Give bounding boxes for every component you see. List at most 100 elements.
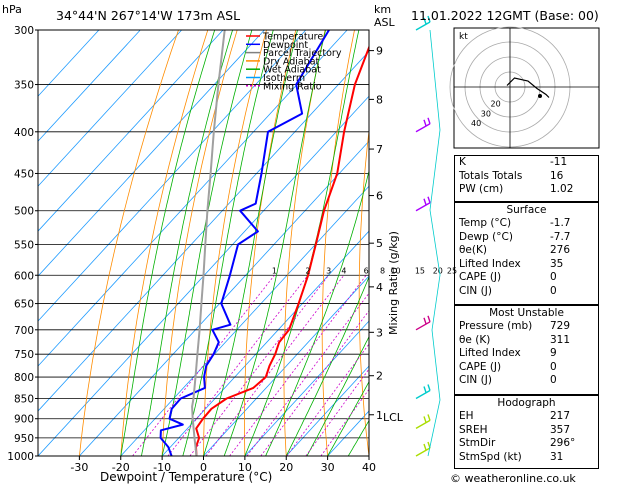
hodograph-index-label: StmSpd (kt) — [459, 450, 522, 463]
mixing-ratio-line — [189, 275, 329, 456]
most-unstable-value: 0 — [550, 360, 557, 373]
dry-adiabat-line — [358, 127, 369, 456]
wind-barb-flag — [423, 17, 427, 25]
hodograph-frame — [453, 27, 600, 149]
asl-label: ASL — [374, 16, 396, 29]
mixing-ratio-line — [167, 275, 309, 456]
mixing-ratio-line — [246, 292, 369, 456]
index-row: PW (cm) 1.02 — [455, 183, 598, 197]
surface-row: Lifted Index 35 — [455, 258, 598, 272]
isotherm-line — [285, 365, 369, 456]
isotherm-line — [38, 30, 224, 232]
isotherm-line — [38, 30, 265, 277]
height-tick-label: 6 — [376, 190, 383, 203]
wind-barb-flag — [427, 196, 431, 203]
index-row: K -11 — [455, 156, 598, 170]
mixing-ratio-label: 8 — [380, 266, 385, 275]
most-unstable-title: Most Unstable — [489, 307, 564, 319]
mixing-ratio-label: 15 — [415, 266, 425, 275]
height-tick-label: 3 — [376, 326, 383, 339]
hodograph-index-label: EH — [459, 410, 474, 422]
datetime-title: 11.01.2022 12GMT (Base: 00) — [411, 8, 599, 23]
surface-label: θe(K) — [459, 244, 487, 256]
surface-value: 276 — [550, 244, 571, 256]
pressure-tick-label: 850 — [14, 393, 34, 405]
surface-label: CAPE (J) — [459, 271, 502, 283]
isotherm-line — [38, 50, 369, 412]
isotherm-line — [38, 95, 369, 456]
most-unstable-panel: Most Unstable Pressure (mb) 729 θe (K) 311 L… — [454, 305, 599, 395]
mixing-ratio-line — [205, 275, 345, 456]
wind-barb-flag — [427, 315, 431, 323]
surface-label: Temp (°C) — [459, 217, 512, 229]
dry-adiabat-line — [619, 30, 629, 456]
hodograph-index-row: SREH 357 — [455, 424, 598, 438]
hodograph-index-label: StmDir — [459, 437, 496, 449]
height-tick-label: 7 — [376, 143, 383, 156]
wind-barb-flag — [423, 317, 427, 325]
wind-barb-flag — [423, 119, 427, 127]
index-value: -11 — [550, 156, 568, 168]
most-unstable-value: 311 — [550, 333, 571, 346]
pressure-tick-label: 900 — [14, 414, 34, 426]
dry-adiabat-line — [244, 30, 297, 456]
legend-label: Wet Adiabat — [263, 65, 321, 76]
mixing-ratio-line — [132, 275, 275, 456]
index-label: K — [459, 156, 466, 168]
surface-row: CIN (J) 0 — [455, 285, 598, 299]
wind-barb-staff — [415, 202, 431, 212]
pressure-tick-label: 1000 — [7, 451, 34, 463]
most-unstable-label: CAPE (J) — [459, 360, 502, 373]
mixing-ratio-line — [229, 275, 367, 456]
surface-panel: Surface Temp (°C) -1.7 Dewp (°C) -7.7 θe(K) 2… — [454, 202, 599, 305]
index-value: 16 — [550, 169, 564, 182]
profile-temperature — [195, 44, 369, 456]
wind-barb-flag — [423, 198, 427, 205]
height-tick-label: 4 — [376, 281, 383, 294]
hodograph-ring-label: 40 — [471, 119, 481, 128]
wind-barb-flag — [427, 117, 431, 125]
pressure-tick-label: 300 — [14, 25, 34, 37]
wind-barb-staff — [415, 21, 431, 31]
surface-value: -1.7 — [550, 217, 571, 229]
most-unstable-row: CIN (J) 0 — [455, 374, 598, 388]
dry-adiabat-line — [283, 30, 326, 456]
most-unstable-label: Lifted Index — [459, 347, 521, 359]
most-unstable-value: 0 — [550, 374, 557, 386]
hodograph-index-row: StmSpd (kt) 31 — [455, 451, 598, 465]
most-unstable-value: 729 — [550, 320, 571, 332]
temperature-tick-label: -20 — [112, 461, 130, 474]
pressure-tick-label: 550 — [14, 239, 34, 251]
diagram-background-lines — [38, 30, 629, 456]
mixing-ratio-line — [260, 310, 369, 456]
wind-barb-staff — [415, 419, 431, 430]
index-label: PW (cm) — [459, 183, 504, 195]
index-row: Totals Totals 16 — [455, 170, 598, 184]
most-unstable-label: Pressure (mb) — [459, 320, 533, 332]
height-tick-label: 9 — [376, 45, 383, 58]
legend-label: Temperature — [262, 32, 323, 43]
surface-value: 0 — [550, 271, 557, 283]
wind-barb-staff — [415, 321, 431, 331]
wet-adiabat-line — [265, 169, 369, 456]
temperature-tick-label: -10 — [153, 461, 171, 474]
isotherm-line — [38, 30, 307, 322]
mixing-ratio-label: 4 — [341, 266, 346, 275]
wet-adiabat-line — [223, 30, 326, 456]
wet-adiabat-line — [120, 30, 216, 456]
wind-barb-staff — [415, 389, 431, 400]
dry-adiabat-line — [79, 30, 179, 456]
legend-label: Isotherm — [263, 73, 305, 84]
hodograph-index-value: 357 — [550, 423, 571, 436]
profile-dewpoint — [159, 30, 330, 456]
legend-label: Dry Adiabat — [263, 56, 320, 67]
most-unstable-label: θe (K) — [459, 333, 491, 346]
isotherm-line — [38, 30, 182, 187]
pressure-tick-label: 500 — [14, 206, 34, 218]
surface-value: 0 — [550, 284, 557, 297]
pressure-tick-label: 750 — [14, 349, 34, 361]
location-title: 34°44'N 267°14'W 173m ASL — [56, 8, 240, 23]
isotherm-line — [38, 30, 348, 367]
mixing-ratio-label: 10 — [390, 266, 400, 275]
